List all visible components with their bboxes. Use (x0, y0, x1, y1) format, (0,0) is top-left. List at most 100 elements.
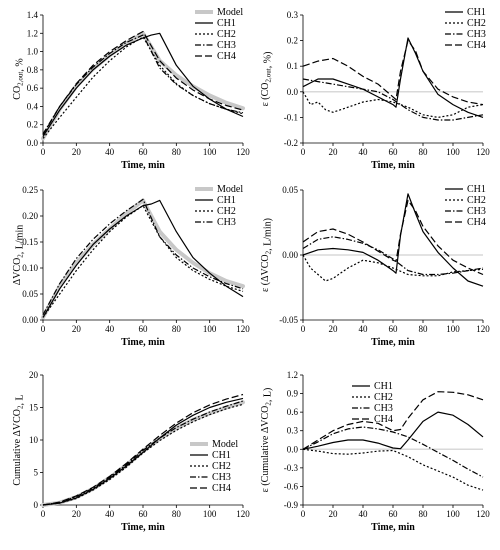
series-line-ch2 (302, 254, 484, 282)
x-tick-label: 40 (359, 147, 369, 157)
legend-label-ch3: CH3 (467, 206, 486, 217)
y-axis-title: Cumulative ΔVCO2, L (12, 394, 26, 485)
chart-panel-4: 0 20 40 60 80 100 120 -0.05 0.00 0.05 Time, min ε (… (260, 184, 490, 348)
x-tick-label: 60 (139, 147, 149, 157)
legend-label-ch3: CH3 (374, 403, 393, 414)
x-tick-label: 120 (476, 324, 490, 334)
y-tick-label: 0.10 (22, 263, 38, 273)
series-line-ch1 (302, 37, 484, 118)
y-tick-label: 0.0 (27, 138, 39, 148)
legend-label-ch4: CH4 (374, 414, 393, 425)
y-tick-label: 1.2 (27, 28, 38, 38)
y-tick-label: 0.15 (22, 237, 38, 247)
x-tick-label: 100 (446, 509, 460, 519)
chart-panel-6: 0 20 40 60 80 100 120 -0.9 -0.6 -0.3 0.0 0.3 0.6 0.9 1… (260, 370, 490, 533)
legend-label-ch1: CH1 (374, 381, 393, 392)
y-tick-label: 20 (29, 370, 39, 380)
x-tick-label: 80 (172, 147, 182, 157)
y-axis-title: ε (Cumulative ΔVCO2, L) (260, 388, 274, 493)
y-tick-label: 0.0 (287, 444, 299, 454)
x-tick-label: 40 (105, 147, 115, 157)
x-tick-label: 40 (105, 509, 115, 519)
x-tick-label: 20 (72, 324, 82, 334)
x-tick-label: 120 (236, 509, 250, 519)
series-line-ch4 (302, 39, 484, 106)
x-tick-label: 0 (41, 509, 46, 519)
x-tick-label: 100 (203, 324, 217, 334)
x-tick-label: 0 (41, 147, 46, 157)
x-tick-label: 100 (203, 147, 217, 157)
y-tick-label: 5 (34, 468, 39, 478)
x-tick-label: 120 (476, 509, 490, 519)
y-tick-label: 0.6 (287, 407, 299, 417)
y-tick-label: 0.2 (287, 36, 298, 46)
y-tick-label: 10 (29, 435, 39, 445)
legend-label-ch2: CH2 (467, 18, 486, 29)
series-line-ch1 (42, 32, 244, 137)
x-axis-title: Time, min (371, 522, 415, 533)
y-tick-label: 0.3 (287, 426, 299, 436)
y-tick-label: -0.6 (284, 481, 299, 491)
x-tick-label: 100 (203, 509, 217, 519)
y-tick-label: 1.0 (27, 47, 39, 57)
y-tick-label: 0.00 (22, 315, 38, 325)
x-axis-title: Time, min (121, 160, 165, 171)
series-line-ch3 (302, 236, 484, 276)
y-tick-label: 0.1 (287, 61, 298, 71)
y-tick-label: 0.05 (22, 289, 38, 299)
legend-label-ch1: CH1 (467, 184, 486, 195)
legend-label-model: Model (217, 7, 243, 18)
y-tick-label: 0.6 (27, 83, 39, 93)
series-line-ch2 (302, 448, 484, 491)
series-line-ch3 (42, 198, 244, 316)
series-line-ch2 (42, 205, 244, 318)
series-line-ch1 (42, 199, 244, 318)
x-tick-label: 100 (446, 324, 460, 334)
x-tick-label: 60 (389, 324, 399, 334)
legend-label-ch2: CH2 (217, 206, 236, 217)
series-line-ch4 (302, 199, 484, 276)
x-tick-label: 80 (419, 324, 429, 334)
x-tick-label: 60 (139, 509, 149, 519)
x-axis-title: Time, min (121, 337, 165, 348)
x-tick-label: 60 (389, 147, 399, 157)
x-tick-label: 60 (139, 324, 149, 334)
y-tick-label: 0.8 (27, 65, 39, 75)
y-tick-label: 0.9 (287, 389, 299, 399)
chart-panel-1: 0 20 40 60 80 100 120 0.0 0.2 0.4 0.6 0.8 1.0 1.2 1.4 T… (12, 7, 250, 171)
y-tick-label: 0.4 (27, 101, 39, 111)
y-tick-label: 0.00 (282, 250, 298, 260)
x-tick-label: 0 (301, 147, 306, 157)
series-line-ch3 (302, 426, 484, 478)
y-tick-label: 0.25 (22, 185, 38, 195)
legend-label-ch2: CH2 (212, 461, 231, 472)
y-tick-label: 0 (34, 500, 39, 510)
y-tick-label: 0.0 (287, 87, 299, 97)
x-tick-label: 20 (329, 147, 339, 157)
y-tick-label: 0.05 (282, 185, 298, 195)
x-axis-title: Time, min (371, 160, 415, 171)
x-tick-label: 120 (236, 147, 250, 157)
x-tick-label: 100 (446, 147, 460, 157)
series-line-ch1 (302, 193, 484, 287)
x-tick-label: 80 (419, 147, 429, 157)
series-line-ch1 (302, 411, 484, 450)
series-line-ch2 (42, 403, 244, 506)
x-tick-label: 0 (301, 324, 306, 334)
x-tick-label: 0 (41, 324, 46, 334)
x-tick-label: 80 (172, 324, 182, 334)
y-axis-title: ΔVCO2, L/min (12, 225, 26, 286)
series-line-ch1 (42, 397, 244, 506)
series-line-ch4 (302, 391, 484, 450)
x-axis-title: Time, min (371, 337, 415, 348)
legend-label-ch1: CH1 (217, 195, 236, 206)
legend-label-ch3: CH3 (467, 29, 486, 40)
series-line-model (41, 31, 245, 141)
y-tick-label: 0.3 (287, 10, 299, 20)
y-tick-label: 15 (29, 403, 39, 413)
chart-panel-3: 0 20 40 60 80 100 120 0.00 0.05 0.10 0.15 0.20 0.25 T… (12, 184, 250, 348)
